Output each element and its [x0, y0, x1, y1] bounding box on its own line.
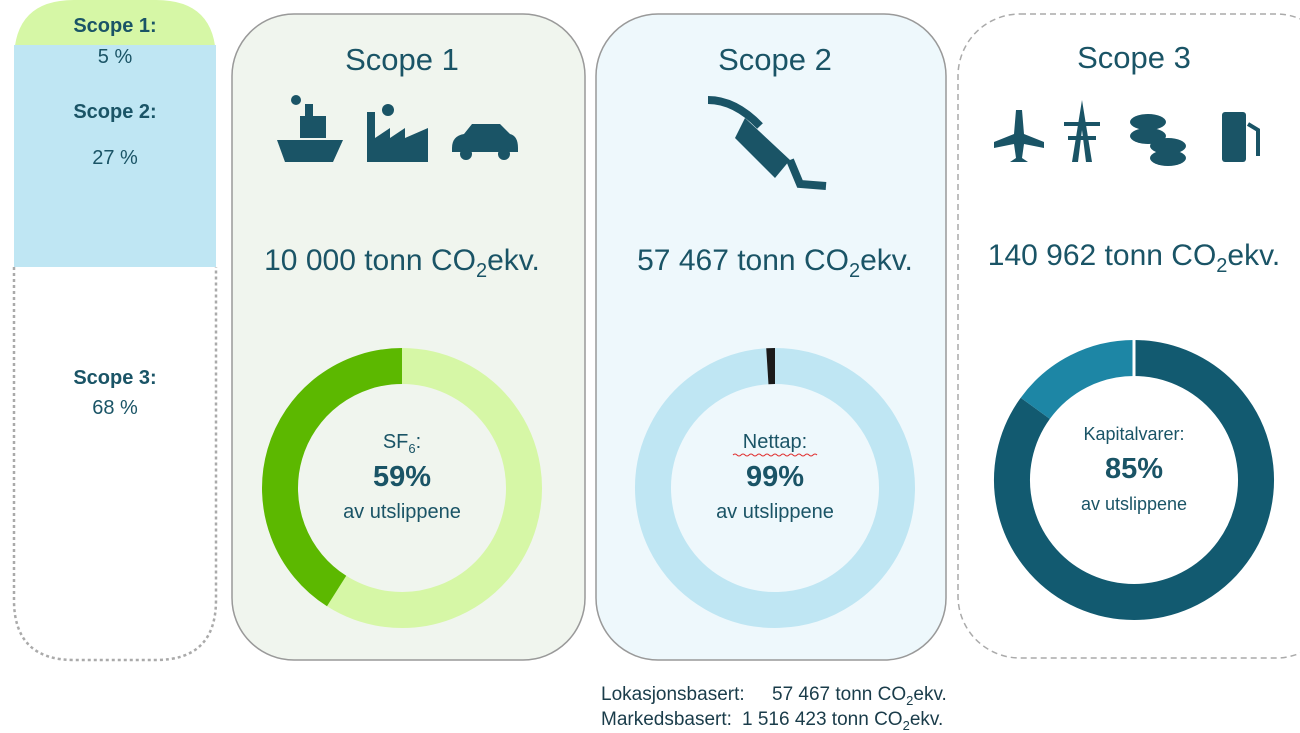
- donut-caption: av utslippene: [1081, 494, 1187, 514]
- donut-label-text: SF: [383, 431, 409, 453]
- donut-label-text: Kapitalvarer:: [1083, 424, 1184, 444]
- footer-line: Markedsbasert: 1 516 423 tonn CO2ekv.: [601, 709, 943, 733]
- donut-rest: [1020, 340, 1135, 420]
- sidebar-value: 68 %: [92, 397, 138, 419]
- donut-label-end: :: [416, 431, 422, 453]
- sidebar-label: Scope 2:: [73, 101, 156, 123]
- panels: Scope 110 000 tonn CO2ekv.SF6:59%av utsl…: [262, 40, 1280, 628]
- emissions-sub: 2: [476, 260, 487, 282]
- sidebar-value: 5 %: [98, 46, 133, 68]
- footer-text: 1 516 423 tonn CO: [742, 709, 903, 730]
- panel-title: Scope 2: [718, 42, 832, 77]
- donut-label: SF6:: [383, 431, 421, 456]
- donut-rest: [262, 348, 403, 607]
- panel-scope2: [595, 13, 947, 661]
- donut-label: Nettap:: [743, 431, 807, 453]
- emissions-unit: ekv.: [860, 244, 913, 277]
- emissions-text: 140 962 tonn CO: [988, 239, 1217, 272]
- donut-value: 59%: [373, 461, 431, 493]
- panel-title: Scope 3: [1077, 40, 1191, 75]
- footer-unit: ekv.: [913, 684, 946, 705]
- emissions-unit: ekv.: [1227, 239, 1280, 272]
- scope3-block: [12, 267, 218, 662]
- icons-scope3: [994, 100, 1260, 166]
- footer-unit: ekv.: [910, 709, 943, 730]
- icons-scope1: [277, 95, 518, 162]
- panel-title: Scope 1: [345, 42, 459, 77]
- sidebar-label: Scope 1:: [73, 15, 156, 37]
- panel-scope1: [231, 13, 586, 661]
- donut-label-text: Nettap:: [743, 431, 807, 453]
- footer-label: Lokasjonsbasert:: [601, 684, 745, 705]
- emissions-text: 57 467 tonn CO: [637, 244, 849, 277]
- donut-segment: [994, 340, 1274, 620]
- footer-line: Lokasjonsbasert: 57 467 tonn CO2ekv.: [601, 684, 947, 708]
- emissions-text: 10 000 tonn CO: [264, 244, 476, 277]
- donut-label-sub: 6: [408, 441, 415, 456]
- donut-segment: [635, 348, 915, 628]
- sidebar-value: 27 %: [92, 147, 138, 169]
- donut-value: 85%: [1105, 453, 1163, 485]
- emissions: 10 000 tonn CO2ekv.: [264, 244, 540, 282]
- footer-label: Markedsbasert:: [601, 709, 732, 730]
- emissions-unit: ekv.: [487, 244, 540, 277]
- scope2-block: [14, 45, 216, 267]
- emissions: 140 962 tonn CO2ekv.: [988, 239, 1280, 277]
- donut-segment: [327, 348, 542, 628]
- footer-sub: 2: [906, 693, 913, 708]
- emissions-sub: 2: [1216, 255, 1227, 277]
- emissions: 57 467 tonn CO2ekv.: [637, 244, 913, 282]
- donut-label: Kapitalvarer:: [1083, 424, 1184, 444]
- donut-value: 99%: [746, 461, 804, 493]
- footer-text: 57 467 tonn CO: [772, 684, 906, 705]
- footer-sub: 2: [903, 718, 910, 733]
- emissions-sub: 2: [849, 260, 860, 282]
- sidebar-label: Scope 3:: [73, 367, 156, 389]
- icon-plug: [707, 96, 827, 190]
- panel-scope3: [957, 13, 1300, 659]
- donut-caption: av utslippene: [343, 501, 461, 523]
- spell-underline: [732, 453, 818, 457]
- donut-caption: av utslippene: [716, 501, 834, 523]
